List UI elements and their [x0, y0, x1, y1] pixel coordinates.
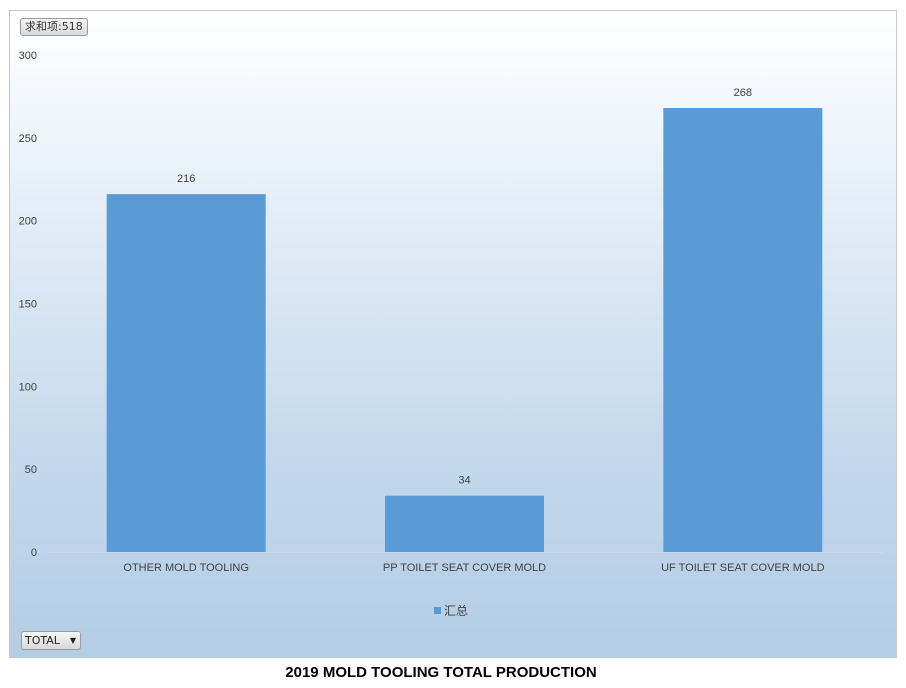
- category-filter-dropdown[interactable]: TOTAL ▼: [21, 631, 81, 650]
- y-tick-label: 300: [19, 50, 37, 62]
- legend-label: 汇总: [444, 604, 468, 618]
- chevron-down-icon: ▼: [69, 636, 76, 645]
- filter-label: TOTAL: [25, 634, 60, 647]
- y-tick-label: 100: [19, 381, 37, 393]
- data-label: 216: [177, 173, 195, 185]
- y-tick-label: 250: [19, 133, 37, 145]
- bar: [106, 194, 266, 552]
- y-tick-label: 150: [19, 299, 37, 311]
- x-tick-label: UF TOILET SEAT COVER MOLD: [661, 562, 824, 574]
- bar: [385, 495, 544, 552]
- data-label: 268: [734, 87, 752, 99]
- x-tick-label: PP TOILET SEAT COVER MOLD: [383, 562, 546, 574]
- chart-area: 求和项:518 0 50 100 150 200 250 300 216 OTHER MOLD …: [9, 10, 897, 658]
- chart-title: 2019 MOLD TOOLING TOTAL PRODUCTION: [285, 664, 597, 681]
- bar: [663, 108, 823, 552]
- y-tick-label: 50: [25, 464, 37, 476]
- data-label: 34: [458, 475, 470, 487]
- value-field-button[interactable]: 求和项:518: [20, 18, 88, 36]
- y-tick-label: 200: [19, 216, 37, 228]
- legend-swatch: [434, 607, 441, 614]
- x-tick-label: OTHER MOLD TOOLING: [123, 562, 249, 574]
- bar-chart-plot: 0 50 100 150 200 250 300 216 OTHER MOLD TOOLING 3…: [19, 50, 882, 618]
- y-tick-label: 0: [31, 547, 37, 559]
